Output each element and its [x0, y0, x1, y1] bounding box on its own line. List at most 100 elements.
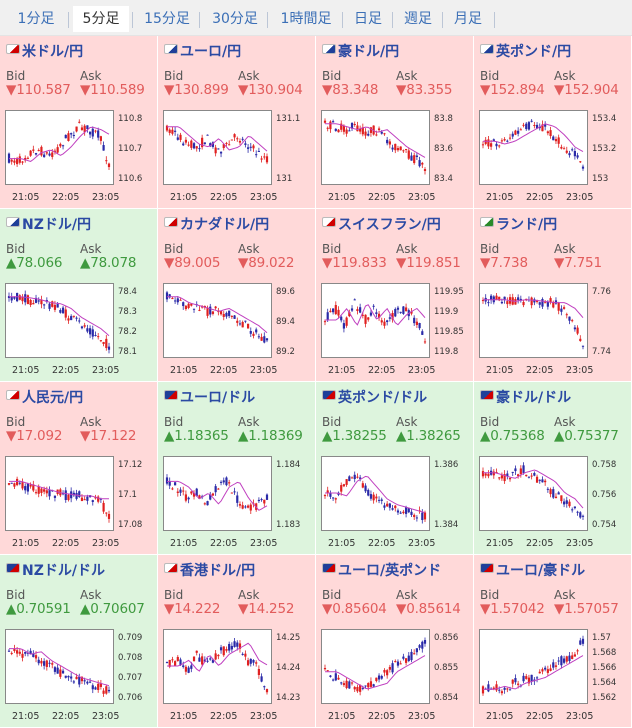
- rate-card[interactable]: カナダドル/円 Bid Ask ▼89.005 ▼89.022 89.6 89.4 89.2 2…: [158, 209, 316, 382]
- candle-body: [522, 301, 525, 306]
- pair-name-link[interactable]: ユーロ/円: [180, 44, 242, 60]
- ask-label: Ask: [554, 415, 576, 429]
- candle-body: [244, 653, 247, 657]
- ask-price: ▼1.57057: [554, 601, 619, 617]
- pair-name-link[interactable]: ユーロ/豪ドル: [496, 563, 586, 579]
- pair-name-link[interactable]: NZドル/ドル: [22, 563, 105, 579]
- tab-6[interactable]: 週足: [404, 11, 432, 27]
- candle-body: [361, 687, 364, 689]
- tab-7[interactable]: 月足: [454, 11, 482, 27]
- pair-name-link[interactable]: 人民元/円: [22, 390, 84, 406]
- candle-body: [549, 298, 552, 303]
- rate-card[interactable]: 英ポンド/円 Bid Ask ▼152.894 ▼152.904 153.4 153.2 15…: [474, 36, 632, 209]
- candle-body: [337, 309, 340, 316]
- candle-body: [105, 338, 108, 349]
- mini-candlestick-chart[interactable]: 1.386 1.384: [321, 456, 471, 534]
- rate-card[interactable]: ユーロ/英ポンド Bid Ask ▼0.85604 ▼0.85614 0.856 0.855…: [316, 555, 474, 728]
- candle-body: [421, 641, 424, 649]
- candle-body: [525, 676, 528, 679]
- tab-4[interactable]: 1時間足: [280, 11, 332, 27]
- candle-body: [573, 506, 576, 509]
- pair-name-link[interactable]: ユーロ/ドル: [180, 390, 256, 406]
- candle-body: [174, 482, 177, 486]
- mini-candlestick-chart[interactable]: 14.25 14.24 14.23: [163, 629, 313, 707]
- candle-body: [581, 166, 585, 169]
- candle-body: [45, 490, 48, 494]
- tab-3[interactable]: 30分足: [212, 11, 258, 27]
- candle-body: [334, 128, 337, 131]
- candle-body: [484, 139, 487, 144]
- pair-name-link[interactable]: 英ポンド/円: [496, 44, 572, 60]
- mini-candlestick-chart[interactable]: 0.709 0.708 0.707 0.706: [5, 629, 155, 707]
- candle-body: [565, 150, 568, 153]
- candle-body: [165, 125, 169, 131]
- tab-0[interactable]: 1分足: [17, 11, 55, 27]
- mini-candlestick-chart[interactable]: 83.8 83.6 83.4: [321, 110, 471, 188]
- pair-name-link[interactable]: 豪ドル/円: [338, 44, 400, 60]
- candle-body: [48, 153, 51, 156]
- tab-2[interactable]: 15分足: [144, 11, 190, 27]
- pair-name-link[interactable]: 豪ドル/ドル: [496, 390, 572, 406]
- mini-candlestick-chart[interactable]: 17.12 17.1 17.08: [5, 456, 155, 534]
- pair-name-link[interactable]: スイスフラン/円: [338, 217, 441, 233]
- candle-body: [560, 308, 563, 312]
- candle-body: [342, 683, 346, 686]
- candle-body: [257, 669, 260, 676]
- mini-candlestick-chart[interactable]: 119.95 119.9 119.85 119.8: [321, 283, 471, 361]
- mini-candlestick-chart[interactable]: 7.76 7.74: [479, 283, 629, 361]
- mini-candlestick-chart[interactable]: 89.6 89.4 89.2: [163, 283, 313, 361]
- down-arrow-icon: ▼: [396, 601, 407, 617]
- pair-name-link[interactable]: 香港ドル/円: [180, 563, 256, 579]
- candle-body: [533, 299, 536, 303]
- rate-card[interactable]: ユーロ/ドル Bid Ask ▲1.18365 ▲1.18369 1.184 1.183 21…: [158, 382, 316, 555]
- x-tick-label: 23:05: [92, 192, 120, 203]
- mini-candlestick-chart[interactable]: 0.758 0.756 0.754: [479, 456, 629, 534]
- mini-candlestick-chart[interactable]: 131.1 131: [163, 110, 313, 188]
- bid-label: Bid: [164, 415, 184, 429]
- tab-5[interactable]: 日足: [354, 11, 382, 27]
- candle-body: [394, 505, 397, 509]
- candle-body: [29, 484, 32, 487]
- mini-candlestick-chart[interactable]: 110.8 110.7 110.6: [5, 110, 155, 188]
- candle-body: [565, 656, 568, 662]
- candle-body: [26, 157, 30, 159]
- candle-body: [375, 677, 378, 682]
- candle-body: [391, 663, 394, 673]
- rate-card[interactable]: 英ポンド/ドル Bid Ask ▲1.38255 ▲1.38265 1.386 1.384 2…: [316, 382, 474, 555]
- rate-card[interactable]: NZドル/ドル Bid Ask ▲0.70591 ▲0.70607 0.709 0.708 0…: [0, 555, 158, 728]
- candle-body: [263, 499, 266, 504]
- candle-body: [402, 656, 405, 659]
- rate-card[interactable]: 人民元/円 Bid Ask ▼17.092 ▼17.122 17.12 17.1 17.08 2…: [0, 382, 158, 555]
- mini-candlestick-chart[interactable]: 153.4 153.2 153: [479, 110, 629, 188]
- mini-candlestick-chart[interactable]: 0.856 0.855 0.854: [321, 629, 471, 707]
- candle-body: [332, 679, 335, 681]
- rate-card[interactable]: 香港ドル/円 Bid Ask ▼14.222 ▼14.252 14.25 14.24 14.2…: [158, 555, 316, 728]
- candle-body: [386, 503, 389, 507]
- rate-card[interactable]: 米ドル/円 Bid Ask ▼110.587 ▼110.589 110.8 110.7 110…: [0, 36, 158, 209]
- pair-name-link[interactable]: ユーロ/英ポンド: [338, 563, 442, 579]
- pair-name-link[interactable]: カナダドル/円: [180, 217, 270, 233]
- pair-name-link[interactable]: 米ドル/円: [22, 44, 84, 60]
- candle-body: [72, 135, 75, 137]
- candle-body: [13, 160, 16, 163]
- mini-candlestick-chart[interactable]: 78.4 78.3 78.2 78.1: [5, 283, 155, 361]
- tab-1[interactable]: 5分足: [73, 6, 129, 32]
- pair-name-link[interactable]: ランド/円: [496, 217, 558, 233]
- rate-card[interactable]: ユーロ/豪ドル Bid Ask ▼1.57042 ▼1.57057 1.57 1.568 1.…: [474, 555, 632, 728]
- y-tick-label: 1.184: [276, 460, 300, 470]
- candle-body: [410, 511, 413, 515]
- pair-name-link[interactable]: 英ポンド/ドル: [338, 390, 428, 406]
- rate-card[interactable]: 豪ドル/円 Bid Ask ▼83.348 ▼83.355 83.8 83.6 83.4 21:…: [316, 36, 474, 209]
- candle-body: [83, 125, 86, 133]
- mini-candlestick-chart[interactable]: 1.57 1.568 1.566 1.564 1.562: [479, 629, 629, 707]
- rate-card[interactable]: スイスフラン/円 Bid Ask ▼119.833 ▼119.851 119.95 119.…: [316, 209, 474, 382]
- tab-separator: [132, 12, 133, 28]
- pair-name-link[interactable]: NZドル/円: [22, 217, 91, 233]
- y-tick-label: 78.2: [118, 327, 137, 337]
- mini-candlestick-chart[interactable]: 1.184 1.183: [163, 456, 313, 534]
- rate-card[interactable]: ランド/円 Bid Ask ▼7.738 ▼7.751 7.76 7.74 21:05 22:0…: [474, 209, 632, 382]
- rate-card[interactable]: ユーロ/円 Bid Ask ▼130.899 ▼130.904 131.1 131 21:05…: [158, 36, 316, 209]
- rate-card[interactable]: NZドル/円 Bid Ask ▲78.066 ▲78.078 78.4 78.3 78.2 78…: [0, 209, 158, 382]
- down-arrow-icon: ▼: [554, 82, 565, 98]
- rate-card[interactable]: 豪ドル/ドル Bid Ask ▲0.75368 ▲0.75377 0.758 0.756 0.…: [474, 382, 632, 555]
